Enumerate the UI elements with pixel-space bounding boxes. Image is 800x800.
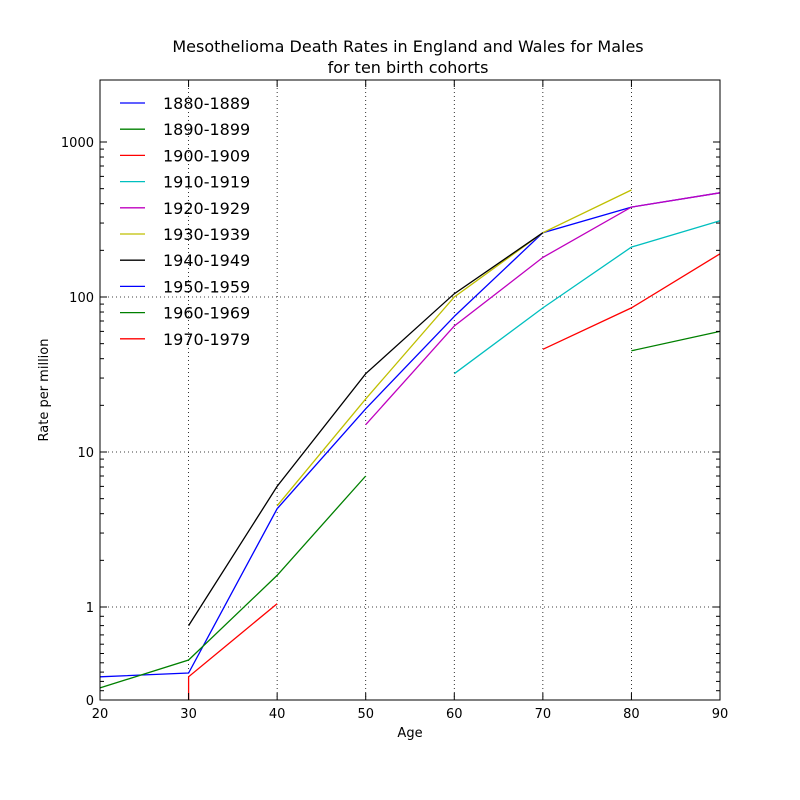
legend-label-1890-1899: 1890-1899	[163, 120, 250, 139]
x-tick-label: 40	[269, 707, 286, 722]
y-tick-label: 10	[77, 446, 94, 461]
data-series-group	[99, 189, 721, 700]
y-tick-label: 100	[69, 291, 94, 306]
y-tick-label: 1	[86, 601, 94, 616]
chart-title-line-2: for ten birth cohorts	[328, 58, 489, 77]
legend-label-1960-1969: 1960-1969	[163, 304, 250, 323]
series-line-1900-1909	[542, 253, 721, 350]
legend-label-1900-1909: 1900-1909	[163, 146, 250, 165]
series-line-1960-1969	[99, 475, 367, 689]
legend: 1880-1889 1890-1899 1900-1909 1910-1919 1920…	[120, 94, 250, 349]
x-tick-label: 70	[535, 707, 552, 722]
grid-lines	[100, 80, 720, 700]
x-tick-label: 90	[712, 707, 729, 722]
x-tick-label: 50	[357, 707, 374, 722]
series-line-1920-1929	[365, 192, 721, 426]
x-tick-label: 80	[623, 707, 640, 722]
x-axis-label: Age	[397, 726, 422, 741]
legend-label-1940-1949: 1940-1949	[163, 251, 250, 270]
x-tick-label: 20	[92, 707, 109, 722]
legend-label-1880-1889: 1880-1889	[163, 94, 250, 113]
legend-label-1970-1979: 1970-1979	[163, 330, 250, 349]
series-line-1890-1899	[631, 330, 721, 352]
legend-label-1950-1959: 1950-1959	[163, 277, 250, 296]
legend-label-1930-1939: 1930-1939	[163, 225, 250, 244]
y-tick-label: 0	[86, 694, 94, 709]
series-line-1930-1939	[276, 189, 632, 507]
x-tick-label: 30	[180, 707, 197, 722]
plot-frame	[99, 79, 721, 701]
legend-label-1910-1919: 1910-1919	[163, 173, 250, 192]
y-tick-label: 1000	[61, 136, 94, 151]
series-line-1940-1949	[188, 232, 544, 626]
axis-ticks	[99, 80, 721, 701]
legend-label-1920-1929: 1920-1929	[163, 199, 250, 218]
x-tick-labels: 20 30 40 50 60 70 80 90	[92, 707, 729, 722]
x-tick-label: 60	[446, 707, 463, 722]
chart-title-line-1: Mesothelioma Death Rates in England and …	[172, 37, 643, 56]
series-line-1970-1979	[187, 603, 278, 700]
series-line-1950-1959	[99, 315, 455, 678]
y-axis-label: Rate per million	[37, 339, 52, 442]
y-tick-labels: 0 1 10 100 1000	[61, 136, 94, 709]
series-line-1910-1919	[453, 220, 721, 375]
